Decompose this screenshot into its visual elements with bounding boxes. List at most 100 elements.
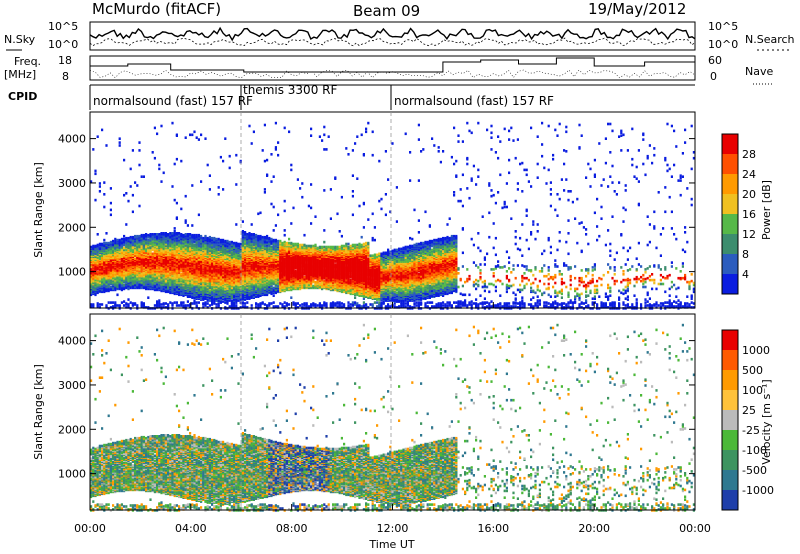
power-cell	[191, 133, 194, 137]
power-cell	[109, 301, 112, 304]
power-cell	[156, 300, 159, 303]
power-cell	[272, 229, 275, 232]
power-cell	[156, 233, 159, 236]
power-cell	[208, 174, 211, 177]
power-cell	[173, 301, 176, 304]
power-cell	[184, 304, 187, 307]
power-cell	[191, 184, 194, 187]
power-cell	[252, 233, 255, 236]
power-cell	[160, 124, 163, 128]
noise-left-tick-top: 10^5	[48, 20, 78, 33]
power-cell	[138, 149, 141, 152]
power-cell	[266, 304, 269, 307]
power-cell	[208, 235, 211, 239]
power-cell	[263, 235, 266, 239]
power-cell	[215, 303, 218, 306]
power-cell	[109, 208, 112, 212]
power-cell	[147, 233, 150, 237]
power-cell	[142, 302, 145, 305]
power-cell	[167, 303, 170, 306]
power-cell	[175, 304, 178, 307]
power-cell	[200, 133, 203, 137]
power-cell	[228, 154, 231, 158]
power-cell	[228, 166, 231, 170]
power-cell	[118, 137, 121, 140]
power-cell	[123, 283, 126, 287]
power-cell	[268, 236, 271, 240]
power-cell	[156, 132, 159, 136]
cpid-mode-2: themis 3300 RF	[243, 83, 337, 97]
power-cell	[109, 240, 112, 244]
power-cell	[206, 236, 209, 240]
power-cell	[252, 130, 255, 134]
nave-label: Nave	[745, 65, 773, 78]
power-cell	[263, 159, 266, 163]
power-cell	[160, 232, 163, 235]
power-cell	[272, 286, 275, 290]
power-cell	[158, 233, 161, 236]
power-cell	[173, 227, 176, 230]
power-cell	[123, 246, 126, 250]
power-cell	[222, 159, 225, 163]
power-cell	[167, 233, 170, 236]
power-cell	[186, 300, 189, 303]
power-cell	[153, 304, 156, 307]
power-cell	[145, 233, 148, 236]
power-cell	[235, 183, 238, 186]
power-cell	[171, 232, 174, 235]
power-cell	[217, 186, 220, 189]
power-cell	[109, 201, 112, 205]
power-cell	[118, 141, 121, 144]
power-cell	[103, 241, 106, 245]
power-cell	[195, 136, 198, 139]
power-cell	[266, 234, 269, 238]
power-cell	[184, 219, 187, 222]
power-cell	[182, 301, 185, 304]
power-cell	[127, 199, 130, 203]
power-cell	[153, 126, 156, 130]
power-cell	[189, 133, 192, 137]
power-cell	[261, 301, 264, 304]
power-cell	[222, 238, 225, 242]
power-cell	[263, 303, 266, 306]
frequency-panel: Freq. [MHz] 18 8 60 0 Nave	[4, 54, 773, 85]
power-cell	[142, 175, 145, 178]
power-cell	[101, 303, 104, 306]
power-cell	[120, 301, 123, 304]
power-cell	[151, 151, 154, 154]
power-cell	[151, 233, 154, 236]
power-cell	[208, 304, 211, 307]
power-cell	[101, 242, 104, 246]
power-cell	[184, 136, 187, 139]
power-cell	[107, 301, 110, 304]
frequency-trace	[90, 57, 696, 73]
cpid-panel: CPID normalsound (fast) 157 RF themis 33…	[8, 83, 695, 110]
power-cell	[103, 205, 106, 209]
power-cell	[213, 236, 216, 240]
power-cell	[147, 296, 150, 299]
power-cell	[160, 303, 163, 306]
power-cell	[116, 304, 119, 307]
power-cell	[224, 137, 227, 140]
power-cell	[123, 237, 126, 241]
nave-tick-bottom: 0	[710, 70, 717, 83]
power-cell	[222, 188, 225, 191]
power-cell	[270, 153, 273, 156]
power-cell	[125, 236, 128, 240]
power-cell	[171, 302, 174, 305]
power-cell	[217, 237, 220, 241]
power-cell	[272, 305, 275, 308]
power-cell	[180, 159, 183, 163]
power-cell	[272, 301, 275, 304]
power-cell	[123, 193, 126, 197]
power-cell	[191, 302, 194, 305]
power-cell	[162, 232, 165, 235]
power-cell	[250, 233, 253, 236]
power-cell	[272, 238, 275, 242]
power-cell	[241, 230, 244, 233]
power-cell	[175, 216, 178, 219]
power-cell	[230, 299, 233, 302]
noise-search-trace	[89, 37, 696, 47]
power-cell	[173, 198, 176, 202]
power-cell	[239, 242, 242, 246]
